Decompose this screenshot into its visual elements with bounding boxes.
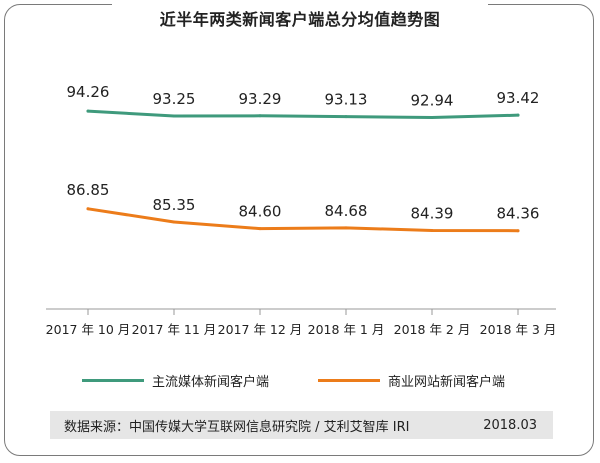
legend: 主流媒体新闻客户端 商业网站新闻客户端 (0, 368, 600, 392)
title-box: 近半年两类新闻客户端总分均值趋势图 (112, 0, 488, 36)
data-point (86, 109, 90, 113)
x-tick-label: 2017 年 11 月 (132, 322, 217, 337)
data-point (344, 115, 348, 119)
data-label: 93.25 (153, 90, 196, 108)
data-label: 85.35 (153, 196, 196, 214)
x-tick-label: 2017 年 12 月 (218, 322, 303, 337)
source-date: 2018.03 (483, 417, 537, 433)
legend-item-mainstream: 主流媒体新闻客户端 (82, 368, 269, 392)
source-bar: 数据来源：中国传媒大学互联网信息研究院 / 艾利艾智库 IRI 2018.03 (50, 411, 553, 439)
series-line (86, 109, 520, 119)
data-point (172, 220, 176, 224)
data-label: 92.94 (411, 91, 454, 109)
data-point (430, 115, 434, 119)
x-tick-label: 2018 年 2 月 (394, 322, 471, 337)
legend-label-mainstream: 主流媒体新闻客户端 (152, 374, 270, 390)
x-tick-label: 2017 年 10 月 (46, 322, 131, 337)
data-point (430, 228, 434, 232)
data-label: 93.42 (497, 89, 540, 107)
data-label: 84.68 (325, 202, 368, 220)
data-point (86, 207, 90, 211)
data-label: 93.13 (325, 91, 368, 109)
data-point (258, 114, 262, 118)
data-label: 93.29 (239, 90, 282, 108)
data-label: 84.36 (497, 205, 540, 223)
series-line (86, 207, 520, 233)
legend-item-commercial: 商业网站新闻客户端 (318, 368, 505, 392)
chart-title: 近半年两类新闻客户端总分均值趋势图 (159, 10, 441, 29)
legend-swatch-commercial (318, 378, 380, 382)
data-point (172, 114, 176, 118)
data-point (258, 227, 262, 231)
data-point (344, 226, 348, 230)
source-text: 数据来源：中国传媒大学互联网信息研究院 / 艾利艾智库 IRI (64, 419, 410, 435)
data-label: 84.39 (411, 204, 454, 222)
data-label: 86.85 (67, 181, 110, 199)
x-tick-label: 2018 年 3 月 (480, 322, 557, 337)
x-tick-label: 2018 年 1 月 (308, 322, 385, 337)
data-point (516, 113, 520, 117)
data-label: 94.26 (67, 83, 110, 101)
legend-label-commercial: 商业网站新闻客户端 (388, 374, 506, 390)
legend-swatch-mainstream (82, 378, 144, 382)
data-point (516, 229, 520, 233)
data-label: 84.60 (239, 203, 282, 221)
